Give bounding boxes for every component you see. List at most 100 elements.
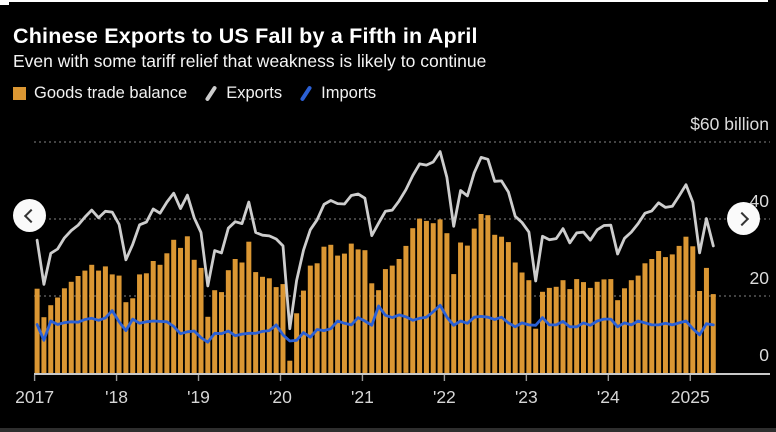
page-title: Chinese Exports to US Fall by a Fifth in… [13,24,478,48]
balance-bar [266,278,272,373]
prev-button[interactable] [13,199,46,232]
balance-bar [458,242,464,373]
balance-bar [601,279,607,373]
balance-bar [48,305,54,373]
balance-bar [615,300,621,373]
imports-line [35,303,715,344]
balance-bar [61,288,67,373]
balance-bar [505,242,511,373]
balance-bar [710,294,716,373]
x-axis-label: '24 [597,387,620,407]
balance-bar [403,245,409,373]
y-axis-label: $60 billion [690,114,769,134]
balance-bar [376,290,382,373]
x-axis-label: 2025 [671,387,710,407]
balance-bar [437,219,443,373]
balance-bar [703,267,709,373]
balance-bar [171,239,177,373]
balance-bar [225,270,231,373]
x-axis-label: '19 [187,387,210,407]
balance-bar [321,246,327,373]
balance-bar [471,228,477,373]
balance-bar [164,253,170,373]
balance-bar [683,236,689,373]
balance-bar [130,298,136,373]
chevron-right-icon [734,211,750,226]
balance-bar [150,261,156,373]
balance-bar [581,282,586,373]
goods-trade-balance-swatch-icon [13,87,26,100]
balance-bar [656,251,662,373]
balance-bar [205,316,211,373]
x-axis-label: 2017 [15,387,54,407]
balance-bar [410,228,416,373]
balance-bar [246,241,252,373]
balance-bar [96,270,102,373]
balance-bar [280,284,286,373]
x-axis-label: '20 [269,387,292,407]
legend-item-exports: Exports [204,84,282,103]
balance-bar [499,236,505,373]
balance-bar [198,267,204,373]
legend-label: Exports [226,84,283,102]
balance-bar [294,313,300,373]
x-axis-label: '22 [433,387,456,407]
x-axis-label: '18 [105,387,128,407]
balance-bar [232,259,238,373]
balance-bar [389,265,395,373]
balance-bar [184,236,190,373]
balance-bar [335,255,341,373]
page-subtitle: Even with some tariff relief that weakne… [13,51,487,71]
balance-bar [287,360,293,373]
balance-bar [273,287,279,373]
balance-bar [253,272,259,373]
top-border [0,0,768,2]
balance-bar [635,275,641,373]
balance-bar [307,265,313,373]
balance-bar [314,263,320,373]
balance-bar [608,279,614,373]
balance-bar [362,250,368,373]
balance-bar [157,264,163,373]
balance-bar [560,280,566,373]
balance-bar [628,280,634,373]
exports-line [35,150,715,331]
legend-item-imports: Imports [299,84,376,103]
balance-bar [348,243,354,373]
balance-bar [533,328,539,373]
top-left-corner [0,0,9,5]
balance-bar [594,281,600,373]
balance-bar [553,286,559,373]
balance-bar [587,287,593,373]
balance-bar [341,253,347,373]
balance-bar [690,246,696,373]
balance-bar [485,215,491,373]
x-axis-label: '21 [351,387,374,407]
balance-bar [417,218,423,373]
balance-bar [34,288,40,373]
balance-bar [355,249,361,373]
balance-bar [239,262,245,373]
balance-bar [178,247,184,373]
balance-bar [621,288,627,373]
balance-bar [444,233,450,373]
legend-label: Goods trade balance [34,84,188,102]
balance-bar [697,291,703,373]
balance-bar [328,244,334,373]
balance-bar [642,263,648,373]
balance-bar [669,254,675,373]
balance-bar [492,234,498,373]
balance-bar [430,223,436,373]
balance-bar [82,270,88,373]
balance-bar [526,280,532,373]
balance-bar [423,220,429,373]
balance-bar [382,269,388,374]
balance-bar [369,283,375,373]
next-button[interactable] [727,202,760,235]
balance-bar [102,266,108,373]
balance-bar [212,290,218,373]
balance-bar [75,276,81,373]
balance-bar [109,274,115,373]
balance-bar [478,214,484,373]
